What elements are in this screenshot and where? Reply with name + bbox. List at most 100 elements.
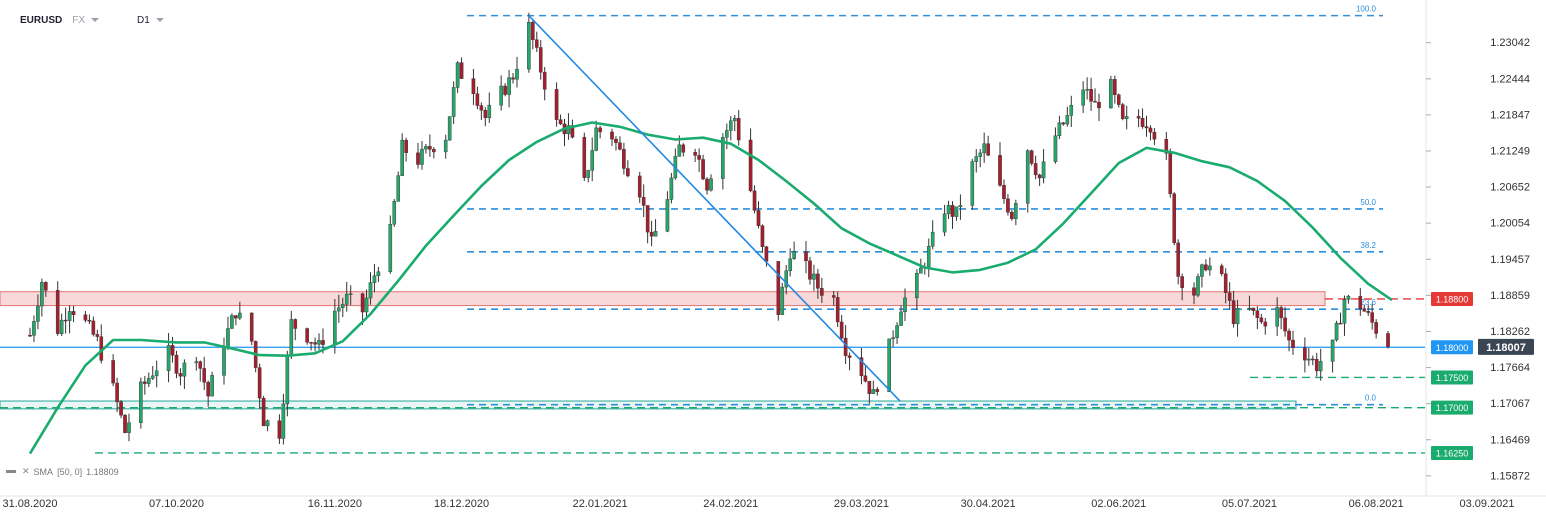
candle[interactable]	[812, 273, 816, 280]
candle[interactable]	[566, 125, 571, 135]
candle[interactable]	[32, 321, 36, 336]
candle[interactable]	[843, 337, 848, 356]
candle[interactable]	[1116, 94, 1121, 105]
candle[interactable]	[1109, 79, 1113, 109]
candle[interactable]	[174, 354, 179, 374]
candle[interactable]	[732, 118, 737, 122]
candle[interactable]	[1342, 299, 1347, 324]
candle[interactable]	[1279, 307, 1283, 319]
candle[interactable]	[1275, 307, 1279, 327]
candle[interactable]	[622, 149, 626, 169]
candle[interactable]	[344, 293, 349, 305]
candle[interactable]	[1330, 339, 1335, 362]
candle[interactable]	[487, 104, 492, 119]
candle[interactable]	[816, 273, 820, 289]
candle[interactable]	[210, 375, 214, 397]
candle[interactable]	[534, 39, 539, 48]
candle[interactable]	[115, 382, 119, 403]
candle[interactable]	[451, 87, 456, 117]
candle[interactable]	[432, 149, 436, 153]
candle[interactable]	[44, 282, 48, 291]
candle[interactable]	[1196, 276, 1200, 296]
candle[interactable]	[891, 337, 895, 340]
candle[interactable]	[1081, 89, 1085, 106]
candle[interactable]	[234, 315, 238, 319]
timeframe-selector[interactable]: D1	[137, 15, 164, 26]
candle[interactable]	[721, 137, 725, 179]
candle[interactable]	[317, 340, 321, 345]
candle[interactable]	[831, 295, 836, 298]
candle[interactable]	[459, 62, 464, 79]
candle[interactable]	[665, 199, 670, 232]
candle[interactable]	[424, 146, 428, 150]
candle[interactable]	[1025, 150, 1030, 204]
candle[interactable]	[1010, 212, 1014, 219]
candle[interactable]	[970, 161, 975, 206]
candle[interactable]	[776, 261, 781, 315]
candle[interactable]	[416, 152, 420, 165]
level-price-tag[interactable]	[1431, 400, 1473, 415]
candle[interactable]	[788, 258, 792, 272]
candle[interactable]	[139, 381, 143, 423]
candle[interactable]	[281, 403, 286, 439]
candle[interactable]	[447, 116, 452, 141]
candle[interactable]	[146, 378, 151, 384]
trendline[interactable]	[528, 15, 901, 402]
candle[interactable]	[1366, 311, 1371, 313]
candle[interactable]	[594, 127, 598, 151]
candle[interactable]	[1089, 89, 1093, 102]
candle[interactable]	[598, 127, 602, 133]
candle[interactable]	[697, 155, 701, 160]
candle[interactable]	[194, 361, 199, 364]
candle[interactable]	[166, 345, 171, 371]
market-selector[interactable]: FX	[72, 15, 100, 26]
symbol-label[interactable]: EURUSD	[20, 14, 63, 26]
candle[interactable]	[511, 77, 515, 80]
candle[interactable]	[784, 270, 789, 288]
candle[interactable]	[1208, 265, 1212, 271]
candle[interactable]	[1307, 358, 1311, 361]
candle[interactable]	[1053, 135, 1058, 162]
candle[interactable]	[226, 328, 230, 348]
candle[interactable]	[950, 205, 955, 217]
last-price-tag[interactable]	[1478, 338, 1534, 355]
candle[interactable]	[1310, 358, 1315, 361]
candle[interactable]	[1255, 310, 1260, 318]
level-price-tag[interactable]	[1431, 291, 1473, 306]
candle[interactable]	[1247, 307, 1252, 310]
candle[interactable]	[150, 375, 155, 379]
candle[interactable]	[1140, 117, 1145, 127]
candle[interactable]	[63, 319, 68, 322]
candle[interactable]	[261, 397, 266, 427]
candle[interactable]	[1014, 203, 1018, 219]
candle[interactable]	[1061, 122, 1066, 125]
candle[interactable]	[1314, 359, 1319, 372]
candle[interactable]	[238, 312, 242, 319]
candle[interactable]	[1235, 308, 1240, 325]
level-price-tag[interactable]	[1431, 370, 1473, 385]
candle[interactable]	[360, 293, 365, 313]
candle[interactable]	[127, 422, 131, 433]
candle[interactable]	[820, 288, 824, 296]
candle[interactable]	[83, 314, 88, 321]
candle[interactable]	[1033, 163, 1038, 176]
candle[interactable]	[538, 47, 543, 73]
candle[interactable]	[954, 206, 959, 217]
candle[interactable]	[808, 260, 812, 280]
candle[interactable]	[618, 142, 622, 150]
candle[interactable]	[59, 319, 64, 334]
candle[interactable]	[1231, 300, 1236, 325]
candle[interactable]	[36, 305, 40, 322]
candle[interactable]	[154, 370, 159, 377]
candle[interactable]	[313, 342, 317, 345]
candle[interactable]	[926, 246, 931, 268]
candle[interactable]	[1374, 322, 1378, 334]
candle[interactable]	[756, 210, 761, 226]
candle[interactable]	[586, 170, 591, 178]
candle[interactable]	[368, 282, 373, 299]
candle[interactable]	[871, 389, 876, 394]
candle[interactable]	[867, 381, 872, 394]
candle[interactable]	[1093, 101, 1097, 103]
candle[interactable]	[986, 143, 990, 156]
